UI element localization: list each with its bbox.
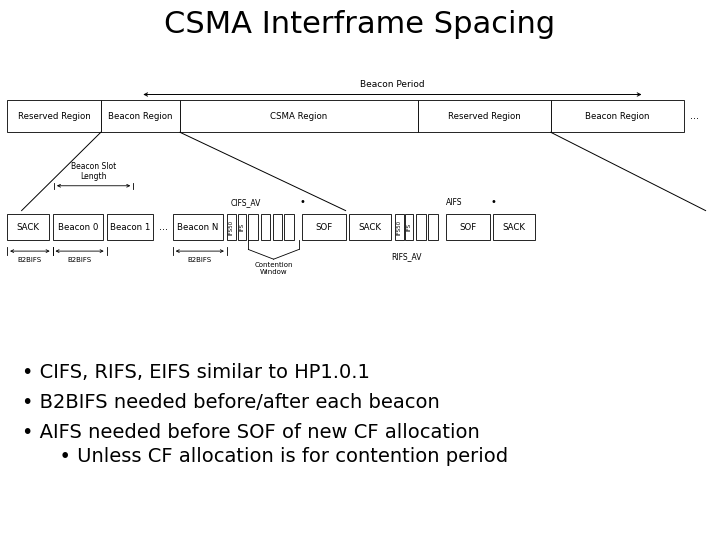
Text: B2BIFS: B2BIFS	[68, 256, 91, 262]
Text: B2BIFS: B2BIFS	[18, 256, 42, 262]
Text: AIFS: AIFS	[446, 198, 463, 207]
Bar	[248, 214, 258, 240]
Text: Reserved Region: Reserved Region	[448, 112, 521, 120]
Bar	[180, 100, 418, 132]
Text: SOF: SOF	[459, 223, 477, 232]
Text: • Unless CF allocation is for contention period: • Unless CF allocation is for contention…	[22, 447, 508, 466]
Text: Beacon 1: Beacon 1	[109, 223, 150, 232]
Bar	[101, 100, 180, 132]
Text: IFS: IFS	[407, 223, 412, 232]
Text: CSMA Region: CSMA Region	[270, 112, 328, 120]
Bar	[405, 214, 413, 240]
Text: RIFS_AV: RIFS_AV	[392, 252, 422, 261]
Bar	[7, 214, 49, 240]
Bar	[227, 214, 236, 240]
Text: Beacon 0: Beacon 0	[58, 223, 98, 232]
Bar	[173, 214, 223, 240]
Text: Contention
Window: Contention Window	[254, 262, 293, 275]
Text: IFS50: IFS50	[397, 220, 402, 235]
Text: SACK: SACK	[17, 223, 40, 232]
Bar	[7, 100, 101, 132]
Text: CSMA Interframe Spacing: CSMA Interframe Spacing	[164, 10, 556, 39]
Bar	[416, 214, 426, 240]
Bar	[53, 214, 103, 240]
Bar	[238, 214, 246, 240]
Bar	[493, 214, 535, 240]
Bar	[551, 100, 684, 132]
Text: Reserved Region: Reserved Region	[17, 112, 91, 120]
Text: ...: ...	[159, 222, 168, 232]
Bar	[261, 214, 270, 240]
Text: SOF: SOF	[315, 223, 333, 232]
Bar	[446, 214, 490, 240]
Text: CIFS_AV: CIFS_AV	[230, 198, 261, 207]
Bar	[428, 214, 438, 240]
Text: ...: ...	[690, 111, 699, 121]
Bar	[273, 214, 282, 240]
Text: • B2BIFS needed before/after each beacon: • B2BIFS needed before/after each beacon	[22, 393, 439, 412]
Text: Beacon N: Beacon N	[177, 223, 219, 232]
Text: IFS: IFS	[239, 223, 244, 232]
Bar	[395, 214, 404, 240]
Bar	[284, 214, 294, 240]
Bar	[302, 214, 346, 240]
Text: SACK: SACK	[503, 223, 526, 232]
Text: Beacon Region: Beacon Region	[108, 112, 173, 120]
Bar	[107, 214, 153, 240]
Text: Beacon Period: Beacon Period	[360, 80, 425, 89]
Text: IFS50: IFS50	[229, 220, 234, 235]
Text: Beacon Region: Beacon Region	[585, 112, 649, 120]
Text: SACK: SACK	[359, 223, 382, 232]
Text: Beacon Slot
Length: Beacon Slot Length	[71, 162, 116, 181]
Text: •: •	[490, 197, 496, 207]
Bar	[349, 214, 391, 240]
Text: • CIFS, RIFS, EIFS similar to HP1.0.1: • CIFS, RIFS, EIFS similar to HP1.0.1	[22, 363, 369, 382]
Bar	[418, 100, 551, 132]
Text: • AIFS needed before SOF of new CF allocation: • AIFS needed before SOF of new CF alloc…	[22, 422, 480, 442]
Text: B2BIFS: B2BIFS	[188, 256, 212, 262]
Text: •: •	[300, 197, 305, 207]
